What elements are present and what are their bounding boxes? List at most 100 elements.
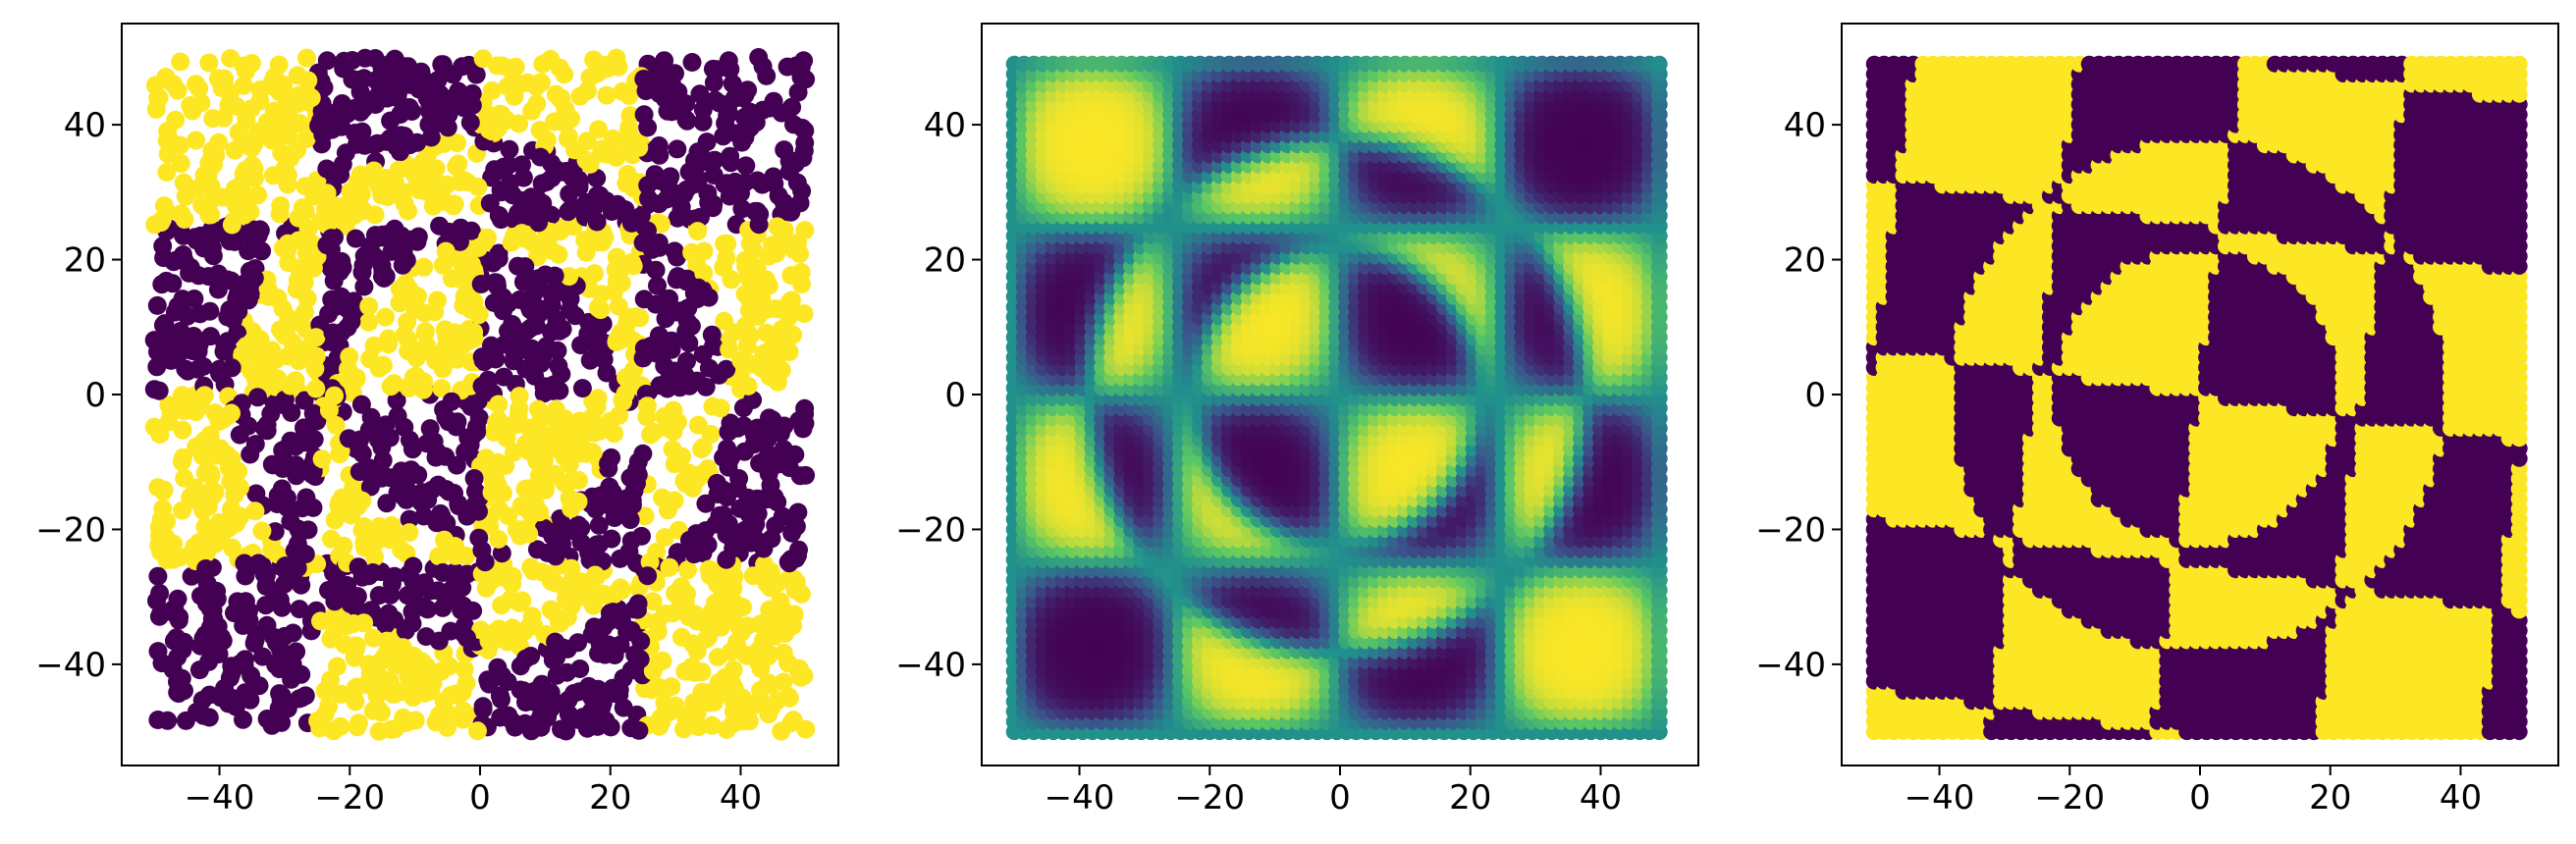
data-point: [676, 272, 696, 291]
data-point: [638, 176, 658, 195]
data-point: [512, 591, 532, 610]
data-point: [774, 192, 793, 212]
data-point: [321, 529, 341, 549]
data-point: [529, 421, 549, 441]
data-point: [200, 427, 220, 447]
data-point: [617, 368, 635, 388]
data-point: [668, 543, 687, 562]
data-point: [331, 716, 350, 736]
data-point: [733, 398, 753, 418]
data-point: [164, 534, 184, 554]
data-point: [351, 395, 371, 414]
data-point: [200, 600, 220, 618]
data-point: [446, 546, 465, 565]
data-point: [248, 185, 268, 205]
y-tick-label: 40: [64, 106, 106, 145]
data-point: [640, 553, 660, 572]
data-point: [555, 473, 574, 493]
data-point: [516, 649, 535, 668]
data-point: [537, 173, 557, 191]
data-point: [147, 295, 167, 315]
data-point: [541, 600, 561, 619]
data-point: [791, 263, 811, 282]
data-point: [372, 668, 391, 688]
data-point: [381, 719, 401, 739]
data-point: [504, 351, 523, 371]
data-point: [181, 488, 200, 507]
data-point: [432, 91, 452, 111]
data-point: [215, 334, 235, 353]
data-point: [525, 366, 545, 386]
data-point: [265, 522, 285, 542]
data-point: [272, 598, 292, 617]
data-point: [279, 308, 298, 328]
data-point: [391, 142, 409, 162]
data-point: [248, 554, 268, 573]
data-point: [719, 422, 738, 442]
data-point: [721, 642, 740, 661]
data-point: [447, 455, 466, 475]
data-point: [666, 64, 684, 83]
data-point: [377, 494, 397, 513]
data-point: [665, 454, 684, 474]
data-point: [622, 252, 641, 272]
data-point: [482, 168, 502, 187]
data-point: [787, 173, 807, 192]
data-point: [359, 296, 379, 316]
data-point: [579, 312, 598, 332]
data-point: [694, 263, 714, 283]
data-point: [717, 248, 736, 268]
data-point: [562, 558, 581, 578]
data-point: [244, 159, 264, 179]
data-point: [698, 535, 718, 554]
data-point: [520, 616, 540, 636]
data-point: [531, 147, 550, 167]
data-point: [311, 72, 331, 91]
data-point: [646, 294, 666, 314]
x-tick-label: 0: [469, 778, 491, 818]
data-point: [638, 221, 657, 240]
data-point: [546, 84, 565, 104]
data-point: [303, 403, 323, 423]
data-point: [760, 449, 779, 469]
data-point: [430, 706, 449, 725]
data-point: [192, 195, 212, 215]
data-point: [376, 614, 396, 634]
data-point: [693, 100, 713, 120]
data-point: [683, 634, 702, 654]
data-point: [765, 174, 784, 193]
data-point: [536, 480, 555, 500]
data-point: [372, 256, 392, 276]
data-point: [239, 290, 258, 310]
data-point: [558, 662, 576, 682]
data-point: [503, 712, 522, 732]
data-point: [558, 607, 577, 627]
data-point: [643, 592, 663, 611]
data-point: [527, 94, 547, 114]
data-point: [163, 75, 183, 93]
data-point: [189, 79, 209, 98]
data-point: [512, 155, 531, 175]
data-point: [403, 666, 423, 686]
data-point: [252, 521, 272, 541]
data-point: [415, 322, 435, 342]
data-point: [796, 465, 816, 485]
data-point: [194, 166, 214, 185]
data-point: [246, 484, 266, 503]
data-point: [298, 520, 318, 540]
data-point: [582, 407, 602, 427]
data-point: [510, 75, 529, 94]
data-point: [245, 501, 265, 521]
data-point: [154, 331, 174, 350]
data-point: [691, 207, 710, 227]
data-point: [155, 314, 175, 334]
data-point: [271, 196, 291, 215]
data-point: [349, 462, 369, 482]
data-point: [240, 261, 259, 281]
data-point: [346, 678, 365, 698]
data-point: [564, 521, 583, 541]
data-point: [761, 562, 780, 581]
data-point: [491, 210, 510, 230]
data-point: [605, 424, 624, 444]
data-point: [547, 402, 565, 422]
